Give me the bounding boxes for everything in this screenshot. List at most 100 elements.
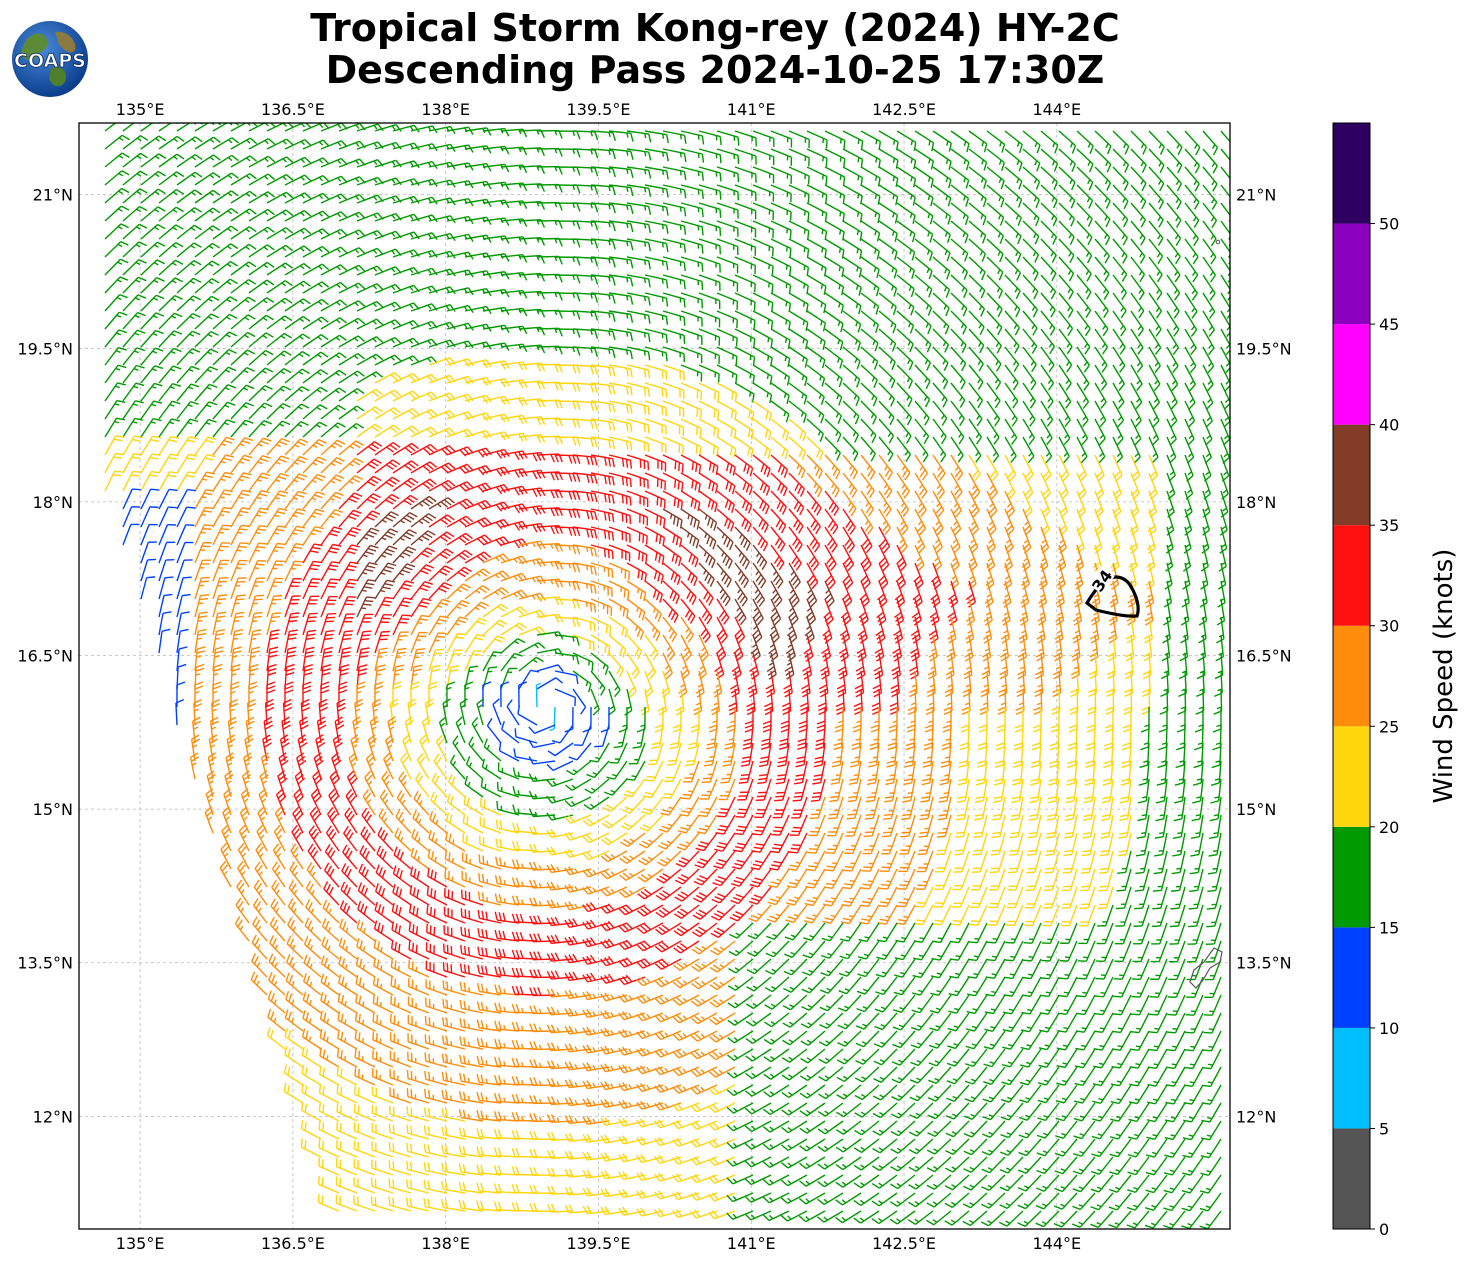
barb-half-flag [927, 195, 931, 201]
barb-flag [648, 206, 652, 215]
wind-barb [1130, 184, 1147, 210]
barb-half-flag [644, 205, 647, 211]
wind-barbs [104, 123, 1230, 1229]
barb-half-flag [643, 332, 646, 338]
barb-half-flag [1034, 160, 1038, 166]
barb-flag [665, 370, 668, 380]
barb-flag [643, 442, 646, 451]
barb-half-flag [821, 247, 824, 253]
wind-barb [770, 130, 793, 148]
barb-half-flag [1157, 216, 1162, 222]
wind-barb [590, 166, 616, 178]
wind-barb [284, 156, 312, 168]
barb-half-flag [839, 156, 842, 162]
barb-flag [395, 124, 402, 132]
barb-flag [643, 387, 647, 396]
wind-barb [1220, 166, 1230, 192]
barb-half-flag [1123, 143, 1127, 149]
barb-flag [1018, 144, 1023, 154]
barb-flag [719, 172, 722, 182]
barb-flag [576, 167, 581, 176]
wind-barb [626, 148, 652, 161]
barb-flag [1124, 164, 1130, 173]
barb-flag [1141, 164, 1147, 173]
barb-flag [1052, 218, 1058, 227]
barb-half-flag [117, 208, 123, 212]
barb-flag [558, 184, 563, 193]
wind-barb [1112, 184, 1129, 210]
wind-barb [266, 138, 294, 150]
barb-flag [1087, 218, 1093, 227]
barb-flag [468, 126, 474, 135]
barb-half-flag [1211, 180, 1216, 186]
wind-barb [1022, 202, 1040, 227]
barb-flag [825, 176, 828, 186]
barb-flag [1070, 200, 1076, 209]
wind-barb [860, 202, 881, 224]
wind-barb [770, 166, 793, 184]
wind-barb [752, 148, 775, 166]
barb-half-flag [785, 246, 788, 252]
wind-barb [734, 166, 757, 183]
barb-flag [683, 171, 687, 181]
barb-half-flag [1194, 144, 1198, 149]
barb-flag [1088, 200, 1094, 209]
wind-barb [896, 202, 916, 224]
barb-flag [717, 392, 720, 401]
wind-barb [680, 130, 705, 145]
wind-barb [986, 184, 1005, 208]
barb-flag [701, 154, 705, 163]
wind-barb [140, 153, 167, 168]
barb-half-flag [245, 192, 251, 197]
barb-flag [231, 154, 239, 162]
barb-half-flag [892, 139, 896, 145]
barb-half-flag [373, 160, 378, 166]
barb-flag [1194, 183, 1200, 192]
barb-flag [983, 180, 988, 189]
barb-half-flag [1051, 160, 1056, 166]
barb-half-flag [1175, 216, 1179, 222]
barb-flag [1229, 190, 1230, 192]
barb-half-flag [1016, 178, 1020, 184]
barb-half-flag [282, 140, 287, 145]
map-plot-area [79, 123, 1230, 1229]
wind-barb [302, 139, 330, 150]
barb-flag [1212, 147, 1219, 156]
barb-half-flag [1069, 160, 1073, 166]
barb-flag [1159, 164, 1165, 174]
barb-flag [395, 142, 402, 150]
wind-barb [824, 148, 846, 168]
barb-half-flag [963, 177, 967, 183]
barb-half-flag [209, 192, 214, 197]
barb-half-flag [1192, 216, 1197, 222]
barb-half-flag [909, 213, 913, 219]
barb-flag [1000, 198, 1005, 208]
wind-barb [806, 130, 828, 149]
wind-barb [1112, 202, 1129, 228]
barb-half-flag [857, 193, 860, 199]
barb-half-flag [264, 175, 269, 180]
barb-flag [305, 123, 312, 129]
barb-flag [666, 134, 670, 144]
wind-barb [752, 202, 775, 220]
barb-half-flag [786, 228, 789, 234]
barb-half-flag [679, 134, 682, 140]
barb-half-flag [1210, 216, 1215, 222]
barb-half-flag [749, 373, 752, 379]
barb-flag [1036, 163, 1041, 172]
barb-half-flag [644, 133, 647, 139]
barb-half-flag [1069, 197, 1073, 203]
wind-barb [770, 202, 792, 221]
wind-barb [176, 153, 203, 168]
barb-flag [322, 175, 330, 183]
barb-half-flag [626, 186, 629, 192]
barb-flag [894, 214, 899, 224]
barb-half-flag [856, 211, 860, 217]
barb-half-flag [857, 175, 860, 181]
wind-barb [806, 166, 828, 186]
barb-half-flag [626, 313, 629, 319]
barb-flag [630, 169, 634, 178]
barb-flag [1194, 165, 1201, 174]
wind-barb [716, 202, 739, 219]
wind-barb [1076, 148, 1094, 173]
